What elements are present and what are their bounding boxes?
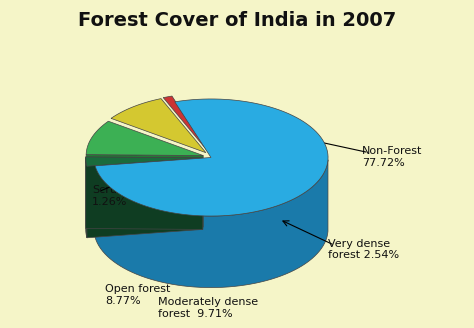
Text: Moderately dense
forest  9.71%: Moderately dense forest 9.71% bbox=[158, 297, 258, 319]
Polygon shape bbox=[86, 121, 203, 155]
Polygon shape bbox=[95, 160, 328, 288]
Polygon shape bbox=[95, 99, 328, 216]
Polygon shape bbox=[86, 157, 203, 166]
Polygon shape bbox=[163, 96, 208, 152]
Polygon shape bbox=[87, 158, 203, 238]
Polygon shape bbox=[86, 158, 87, 238]
Polygon shape bbox=[86, 154, 203, 227]
Text: Very dense
forest 2.54%: Very dense forest 2.54% bbox=[328, 239, 399, 260]
Polygon shape bbox=[111, 99, 206, 153]
Text: Forest Cover of India in 2007: Forest Cover of India in 2007 bbox=[78, 11, 396, 30]
Text: Open forest
8.77%: Open forest 8.77% bbox=[105, 284, 171, 306]
Text: Scrub
1.26%: Scrub 1.26% bbox=[92, 185, 128, 207]
Text: Non-Forest
77.72%: Non-Forest 77.72% bbox=[362, 146, 423, 168]
Polygon shape bbox=[86, 157, 203, 229]
